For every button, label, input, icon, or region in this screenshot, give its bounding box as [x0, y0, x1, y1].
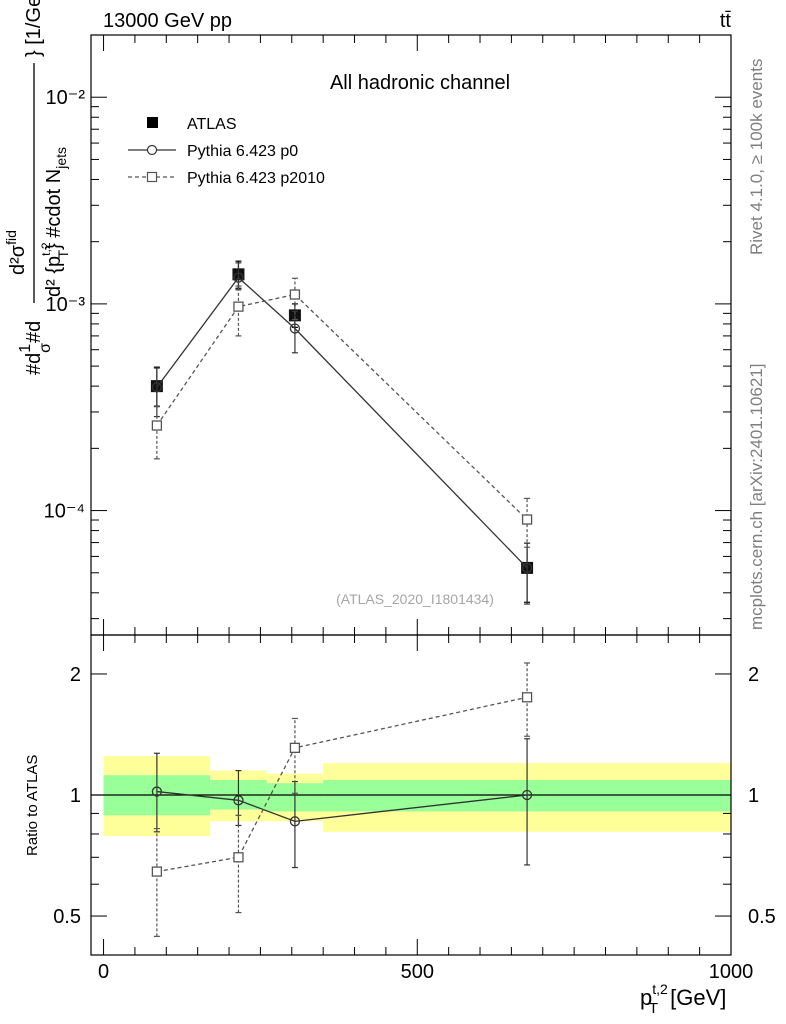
ratio-pythia-6-423-p2010-point	[233, 852, 244, 863]
analysis-watermark: (ATLAS_2020_I1801434)	[336, 591, 494, 607]
legend-atlas-marker	[147, 117, 158, 128]
ylabel-part-t2: t,2	[39, 242, 53, 256]
main-pythia-6-423-p2010-point	[151, 420, 163, 431]
ratio-y-tick-label: 0.5	[53, 906, 81, 928]
main-pythia-6-423-p2010-point	[521, 514, 533, 525]
svg-text:#d1σ#d: #d1 σ#d	[17, 321, 54, 375]
main-pythia-6-423-p2010-point	[289, 289, 301, 300]
ratio-pythia-6-423-p0-line	[156, 790, 528, 822]
main-panel-ticks: 10⁻² 10⁻³ 10⁻⁴	[44, 34, 732, 635]
source-label: mcplots.cern.ch [arXiv:2401.10621]	[747, 364, 766, 630]
ylabel-part-d2: #d	[23, 321, 45, 343]
main-y-tick-label: 10⁻³	[46, 294, 86, 316]
ratio-y-axis-label: Ratio to ATLAS	[24, 755, 41, 856]
xlabel-part-units: [GeV]	[664, 985, 726, 1010]
ratio-pythia-6-423-p0-point	[289, 816, 301, 827]
ylabel-part-denominator: d² {p	[43, 256, 65, 297]
ylabel-part-fid: fid	[3, 230, 19, 245]
svg-text:d² {pt,2T} #cdot Njets: d² {pt,2 T} #cdot Njets	[39, 147, 71, 297]
ratio-pythia-6-423-p0-point	[151, 786, 163, 797]
ratio-pythia-6-423-p0-point	[521, 789, 533, 801]
ylabel-part-jets: jets	[53, 147, 69, 170]
main-y-axis-label: #d1 σ#d d²σfid d² {pt,2 T} #cdot Njets } […	[3, 0, 71, 375]
x-tick-label: 500	[401, 961, 434, 983]
process-label: tt̄	[720, 10, 732, 32]
main-y-tick-label: 10⁻²	[46, 87, 86, 109]
ylabel-part-T: T	[55, 250, 71, 259]
legend-atlas-label: ATLAS	[187, 116, 237, 133]
ratio-y-tick-label: 2	[70, 664, 81, 686]
energy-label: 13000 GeV pp	[103, 10, 232, 32]
svg-text:d²σfid: d²σfid	[3, 230, 29, 275]
main-pythia-6-423-p0-point	[521, 562, 533, 574]
ylabel-part-units: } [1/GeV]	[23, 0, 45, 57]
main-y-tick-label: 10⁻⁴	[44, 501, 85, 523]
ratio-y-tick-label-right: 1	[748, 785, 759, 807]
ratio-y-tick-label: 1	[70, 785, 81, 807]
ratio-panel-ticks: 0.5 0.5 1 1 2 2 0 500 1000	[53, 635, 776, 983]
ratio-panel-data	[151, 662, 533, 937]
legend-p2010-marker	[146, 171, 158, 183]
ratio-panel-background	[91, 756, 731, 837]
ratio-y-tick-label-right: 0.5	[748, 906, 776, 928]
x-tick-label: 1000	[709, 961, 754, 983]
ylabel-part-one: 1	[17, 344, 34, 353]
ratio-pythia-6-423-p2010-point	[521, 692, 533, 703]
legend-p0-label: Pythia 6.423 p0	[187, 143, 298, 160]
x-axis-label: pt,2 T [GeV]	[640, 981, 726, 1017]
plot-title: All hadronic channel	[330, 72, 510, 94]
legend-p2010-label: Pythia 6.423 p2010	[187, 170, 325, 187]
ylabel-part-d1: #d	[23, 353, 45, 375]
ylabel-part-numerator: d²σ	[7, 244, 29, 275]
ratio-y-tick-label-right: 2	[748, 664, 759, 686]
xlabel-part-t2: t,2	[652, 981, 668, 997]
rivet-version-label: Rivet 4.1.0, ≥ 100k events	[747, 59, 766, 255]
main-pythia-6-423-p0-line	[156, 276, 528, 569]
x-tick-label: 0	[98, 961, 109, 983]
xlabel-part-p: p	[640, 985, 652, 1010]
legend: ATLAS Pythia 6.423 p0 Pythia 6.423 p2010	[128, 116, 325, 187]
main-pythia-6-423-p2010-line	[156, 293, 528, 520]
main-pythia-6-423-p0-point	[233, 272, 244, 283]
main-pythia-6-423-p0-point	[289, 323, 301, 334]
ratio-pythia-6-423-p2010-point	[151, 866, 163, 877]
main-panel-data	[150, 260, 534, 605]
ratio-pythia-6-423-p2010-line	[156, 696, 528, 873]
xlabel-part-T: T	[649, 1000, 658, 1017]
main-pythia-6-423-p2010-point	[233, 301, 244, 312]
ylabel-part-cdot: } #cdot N	[43, 169, 65, 250]
main-pythia-6-423-p0-point	[151, 382, 163, 393]
legend-p0-marker	[146, 144, 158, 156]
ratio-pythia-6-423-p2010-point	[289, 742, 301, 753]
ylabel-part-sigma: σ	[37, 343, 54, 353]
ratio-pythia-6-423-p0-point	[233, 795, 244, 806]
